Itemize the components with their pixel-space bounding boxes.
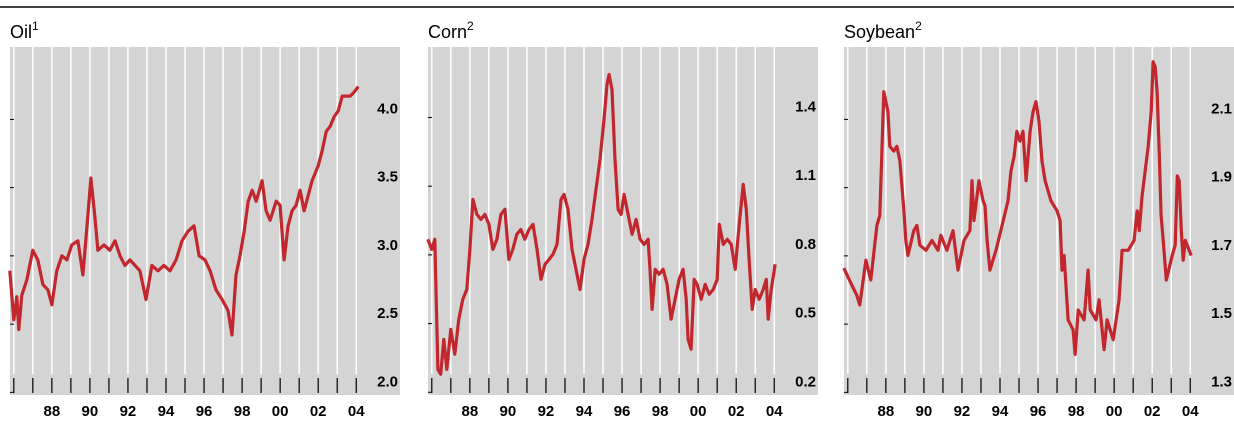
title-text: Corn: [428, 22, 467, 42]
title-note: 1: [32, 19, 39, 33]
y-tick-label: 3.5: [377, 169, 398, 186]
x-tick-label: 98: [652, 403, 669, 420]
x-tick-label: 96: [196, 403, 213, 420]
x-tick-label: 98: [234, 403, 251, 420]
x-tick-label: 04: [766, 403, 783, 420]
x-tick-label: 98: [1068, 403, 1085, 420]
plot-background: [428, 47, 818, 395]
title-text: Oil: [10, 22, 32, 42]
x-tick-label: 92: [954, 403, 971, 420]
y-tick-label: 0.8: [795, 236, 816, 253]
y-tick-label: 2.1: [1211, 100, 1232, 117]
y-tick-label: 0.5: [795, 305, 816, 322]
y-tick-label: 2.5: [377, 305, 398, 322]
plot-background: [844, 47, 1234, 395]
x-tick-label: 90: [500, 403, 517, 420]
title-note: 2: [467, 19, 474, 33]
y-tick-label: 1.3: [1211, 373, 1232, 390]
title-text: Soybean: [844, 22, 915, 42]
y-tick-label: 1.4: [795, 99, 817, 116]
x-tick-label: 96: [614, 403, 631, 420]
data-line: [426, 72, 777, 376]
y-tick-label: 0.2: [795, 373, 816, 390]
x-tick-label: 00: [1106, 403, 1123, 420]
y-tick-label: 1.7: [1211, 237, 1232, 254]
x-tick-label: 02: [1144, 403, 1161, 420]
x-tick-label: 90: [916, 403, 933, 420]
y-tick-label: 3.0: [377, 237, 398, 254]
y-tick-label: 1.1: [795, 167, 816, 184]
x-tick-label: 88: [44, 403, 61, 420]
x-tick-label: 92: [120, 403, 137, 420]
title-note: 2: [915, 19, 922, 33]
x-tick-label: 88: [462, 403, 479, 420]
x-tick-label: 04: [1182, 403, 1199, 420]
x-tick-label: 02: [728, 403, 745, 420]
y-tick-label: 2.0: [377, 373, 398, 390]
x-tick-label: 90: [82, 403, 99, 420]
x-tick-label: 94: [992, 403, 1009, 420]
y-tick-label: 1.5: [1211, 305, 1232, 322]
y-tick-label: 4.0: [377, 100, 398, 117]
panel-title: Corn2: [428, 19, 474, 42]
plot-background: [10, 47, 400, 395]
x-tick-label: 94: [158, 403, 175, 420]
x-tick-label: 92: [538, 403, 555, 420]
x-tick-label: 88: [878, 403, 895, 420]
panel-title: Soybean2: [844, 19, 922, 42]
y-tick-label: 1.9: [1211, 169, 1232, 186]
data-line: [8, 85, 360, 337]
x-tick-label: 94: [576, 403, 593, 420]
x-tick-label: 04: [348, 403, 365, 420]
x-tick-label: 00: [272, 403, 289, 420]
x-tick-label: 96: [1030, 403, 1047, 420]
data-line: [842, 60, 1193, 356]
x-tick-label: 02: [310, 403, 327, 420]
panel-title: Oil1: [10, 19, 39, 42]
x-tick-label: 00: [690, 403, 707, 420]
